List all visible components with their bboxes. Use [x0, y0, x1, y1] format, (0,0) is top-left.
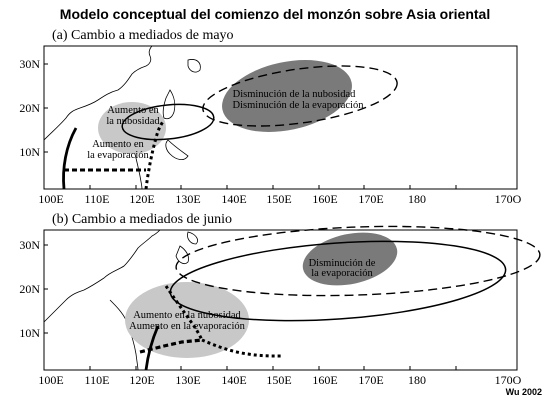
- lon-label: 170O: [495, 373, 522, 387]
- panel-b-dashed-ellipse: [175, 225, 541, 297]
- panel-b-island: [175, 245, 189, 264]
- panel-a-decrease-area: [222, 60, 352, 132]
- panel-a-increase-evap-1: Aumento en: [92, 139, 144, 150]
- panel-a-dashed-ellipse: [202, 65, 398, 127]
- panel-a-map: Aumento en la nubosidad Aumento en la ev…: [43, 45, 518, 190]
- panel-b-lon-labels: 100E 110E 120E 130E 140E 150E 160E 170E …: [38, 373, 521, 387]
- panel-b-increase-1: Aumento en la nubosidad: [133, 310, 241, 321]
- panel-a-decrease-2: Disminución de la evaporación: [233, 100, 365, 111]
- lon-label: 140E: [221, 192, 246, 206]
- panel-b-decrease-area: [302, 232, 398, 286]
- lon-label: 110E: [85, 373, 110, 387]
- panel-b-lat-20n: 20N: [19, 282, 40, 296]
- lon-label: 110E: [85, 192, 110, 206]
- panel-b-decrease-2: la evaporación: [311, 268, 373, 279]
- lon-label: 150E: [266, 192, 291, 206]
- panel-a-lat-20n: 20N: [19, 101, 40, 115]
- panel-b-lat-10n: 10N: [19, 326, 40, 340]
- panel-b-lat-30n: 30N: [19, 238, 40, 252]
- panel-a-increase-cloud-1: Aumento en: [107, 105, 159, 116]
- panel-b-front-line: [144, 325, 160, 371]
- lon-label: 100E: [38, 373, 63, 387]
- figure-title: Modelo conceptual del comienzo del monzó…: [59, 6, 491, 22]
- lon-label: 180: [408, 192, 426, 206]
- panel-a-decrease-1: Disminución de la nubosidad: [233, 89, 357, 100]
- panel-b-ticks: [44, 244, 457, 370]
- panel-a-lon-labels: 100E 110E 120E 130E 140E 150E 160E 170E …: [38, 192, 521, 206]
- lon-label: 120E: [129, 373, 154, 387]
- panel-b-dotted-v: [164, 285, 204, 341]
- lon-label: 170O: [495, 192, 522, 206]
- lon-label: 130E: [175, 373, 200, 387]
- lon-label: 100E: [38, 192, 63, 206]
- panel-a-solid-ellipse: [121, 103, 215, 141]
- lon-label: 170E: [358, 373, 383, 387]
- panel-a-lat-30n: 30N: [19, 57, 40, 71]
- lon-label: 120E: [129, 192, 154, 206]
- lon-label: 130E: [175, 192, 200, 206]
- panel-b-dotted-h: [139, 338, 203, 354]
- panel-b-decrease-1: Disminución de: [309, 258, 376, 269]
- panel-a-increase-area: [98, 102, 166, 154]
- panel-a-island: [187, 59, 201, 73]
- lon-label: 160E: [312, 192, 337, 206]
- panel-a-increase-evap-2: la evaporación: [87, 150, 149, 161]
- panel-b-island-2: [187, 231, 198, 245]
- panel-a-label: (a) Cambio a mediados de mayo: [52, 28, 234, 43]
- panel-b-coastline: [43, 229, 161, 323]
- panel-a-philippines: [165, 139, 189, 160]
- panel-b-map: Disminución de la evaporación Aumento en…: [43, 225, 541, 371]
- lon-label: 180: [408, 373, 426, 387]
- lon-label: 160E: [312, 373, 337, 387]
- panel-b-increase-2: Aumento en la evaporación: [129, 321, 245, 332]
- panel-a-ticks: [44, 63, 457, 189]
- panel-b-dotted-tail: [201, 338, 283, 358]
- panel-a-front-line: [62, 127, 78, 190]
- panel-b-label: (b) Cambio a mediados de junio: [52, 212, 233, 227]
- panel-a-dotted-v: [144, 119, 166, 190]
- panel-b-increase-area: [125, 282, 249, 358]
- lon-label: 140E: [221, 373, 246, 387]
- panel-b-frame: [43, 229, 518, 371]
- panel-a-lat-10n: 10N: [19, 145, 40, 159]
- panel-a-coastline: [43, 45, 153, 141]
- lon-label: 150E: [266, 373, 291, 387]
- lon-label: 170E: [358, 192, 383, 206]
- panel-a-increase-cloud-2: la nubosidad: [106, 116, 160, 127]
- credit-text: Wu 2002: [505, 387, 542, 397]
